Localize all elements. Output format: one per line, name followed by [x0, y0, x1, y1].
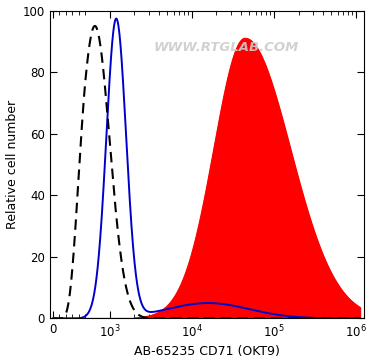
Text: WWW.RTGLAB.COM: WWW.RTGLAB.COM: [153, 41, 298, 54]
X-axis label: AB-65235 CD71 (OKT9): AB-65235 CD71 (OKT9): [134, 345, 280, 359]
Y-axis label: Relative cell number: Relative cell number: [6, 100, 19, 229]
